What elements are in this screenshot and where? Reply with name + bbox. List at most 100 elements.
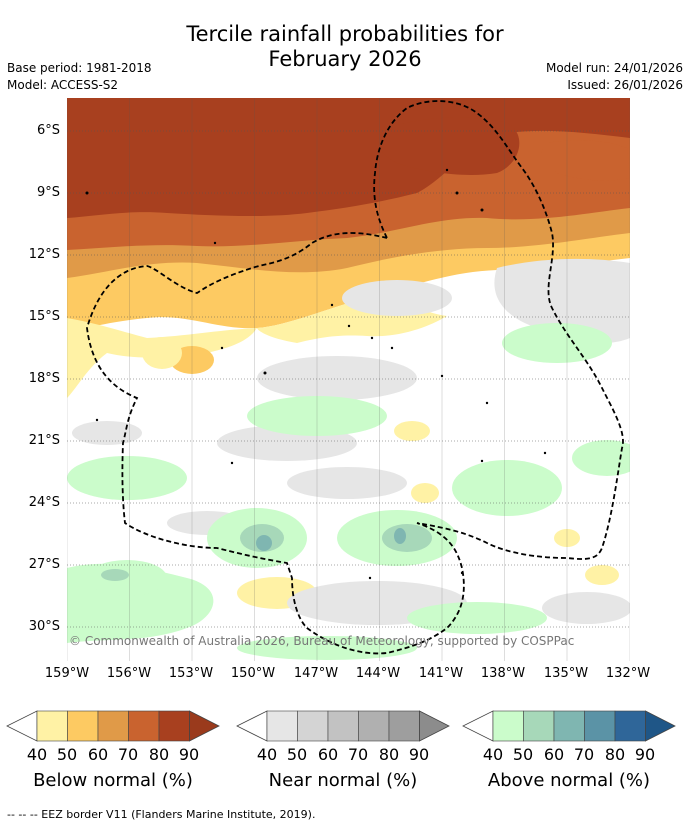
title-line-2: February 2026 (268, 47, 422, 71)
colorbar-above-60 (553, 710, 585, 742)
lat-label-9s: 9°S (36, 185, 60, 200)
colorbar-below-extend-high (189, 710, 220, 742)
colorbar-above-70 (584, 710, 616, 742)
lon-label-132w: 132°W (605, 666, 651, 681)
below-normal-40-patch-lat24 (411, 483, 439, 503)
map-title: Tercile rainfall probabilities for Febru… (0, 22, 690, 72)
below-normal-40-west (67, 318, 257, 398)
tick: 60 (317, 745, 339, 764)
colorbar-below-label: Below normal (%) (33, 770, 193, 791)
colorbar-below-extend-low (6, 710, 38, 742)
colorbar-near-extend-high (419, 710, 450, 742)
below-normal-40-patch-east (585, 565, 619, 585)
near-normal-patch-lat23 (287, 467, 407, 499)
title-line-1: Tercile rainfall probabilities for (186, 22, 504, 46)
above-normal-60-patch-lat25 (256, 535, 272, 551)
lon-label-144w: 144°W (355, 666, 401, 681)
tick: 40 (482, 745, 504, 764)
lon-label-135w: 135°W (543, 666, 589, 681)
lon-label-159w: 159°W (44, 666, 90, 681)
lon-label-156w: 156°W (106, 666, 152, 681)
island-dot (263, 371, 267, 375)
below-normal-40-patch-se (554, 529, 580, 547)
colorbar-below-normal (6, 710, 220, 742)
lat-label-6s: 6°S (36, 123, 60, 138)
tick: 90 (408, 745, 430, 764)
tick: 60 (543, 745, 565, 764)
tick: 70 (347, 745, 369, 764)
island-dot (480, 459, 484, 463)
tick: 70 (573, 745, 595, 764)
colorbar-above-normal (462, 710, 676, 742)
meta-left: Base period: 1981-2018 Model: ACCESS-S2 (7, 60, 152, 94)
colorbar-near-normal (236, 710, 450, 742)
tick: 50 (56, 745, 78, 764)
model-name: Model: ACCESS-S2 (7, 78, 119, 92)
colorbar-below-40 (36, 710, 68, 742)
above-normal-patch-west (67, 456, 187, 500)
island-dot (368, 576, 372, 580)
colorbar-below-50 (67, 710, 99, 742)
island-dot (445, 168, 449, 172)
island-dot (455, 191, 459, 195)
colorbar-near-60 (327, 710, 359, 742)
tick: 90 (178, 745, 200, 764)
tick: 80 (378, 745, 400, 764)
colorbar-above-80 (614, 710, 646, 742)
tick: 90 (634, 745, 656, 764)
colorbar-above-extend-high (645, 710, 676, 742)
near-normal-patch-east (494, 258, 630, 344)
lon-label-138w: 138°W (480, 666, 526, 681)
eez-footnote: -- -- -- EEZ border V11 (Flanders Marine… (7, 808, 316, 821)
colorbar-below-80 (158, 710, 190, 742)
island-dots (85, 168, 547, 580)
colorbar-near-ticks: 40 50 60 70 80 90 (237, 745, 457, 765)
lat-label-18s: 18°S (28, 371, 60, 386)
island-dot (543, 451, 547, 455)
island-dot (95, 418, 99, 422)
above-normal-60-patch-lat26 (394, 528, 406, 544)
lon-label-150w: 150°W (230, 666, 276, 681)
colorbar-near-80 (388, 710, 420, 742)
near-normal-patch-se (542, 592, 630, 624)
above-normal-50-patch-sw (101, 569, 129, 581)
tick: 70 (117, 745, 139, 764)
lat-label-27s: 27°S (28, 557, 60, 572)
colorbar-below-70 (128, 710, 160, 742)
island-dot (485, 401, 489, 405)
near-normal-patch-lat15 (342, 280, 452, 316)
below-normal-40-patch-lat17 (142, 337, 182, 369)
lat-label-30s: 30°S (28, 619, 60, 634)
copyright-note: © Commonwealth of Australia 2026, Bureau… (69, 634, 575, 648)
tick: 80 (148, 745, 170, 764)
colorbar-near-label: Near normal (%) (268, 770, 418, 791)
island-dot (330, 303, 334, 307)
eez-border (86, 100, 624, 655)
above-normal-50-patch-lat26 (382, 524, 432, 552)
tick: 50 (286, 745, 308, 764)
colorbar-near-70 (358, 710, 390, 742)
above-normal-patch-lat22 (452, 460, 562, 516)
colorbar-near-50 (297, 710, 329, 742)
island-dot (440, 374, 444, 378)
above-normal-patch-south-center (237, 636, 417, 660)
base-period: Base period: 1981-2018 (7, 61, 152, 75)
colorbar-above-label: Above normal (%) (487, 770, 651, 791)
issued-date: Issued: 26/01/2026 (567, 78, 683, 92)
tick: 80 (604, 745, 626, 764)
map-svg (67, 98, 630, 661)
tick: 50 (512, 745, 534, 764)
colorbar-above-ticks: 40 50 60 70 80 90 (463, 745, 683, 765)
below-normal-80-patch-ne (378, 117, 520, 175)
colorbar-above-40 (492, 710, 524, 742)
colorbars-svg (6, 710, 676, 742)
lat-label-15s: 15°S (28, 309, 60, 324)
below-normal-40-patch-lat21 (394, 421, 430, 441)
island-dot (213, 241, 217, 245)
tick: 40 (256, 745, 278, 764)
island-dot (390, 346, 394, 350)
tick: 60 (87, 745, 109, 764)
below-normal-70-patch-east (541, 140, 630, 181)
near-normal-patch-lat18 (257, 356, 417, 400)
lon-label-141w: 141°W (418, 666, 464, 681)
